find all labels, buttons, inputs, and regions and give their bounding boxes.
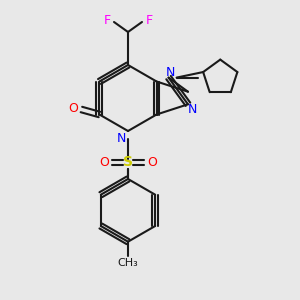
Text: F: F [103,14,111,26]
Text: N: N [166,66,175,79]
Text: O: O [99,155,109,169]
Text: N: N [116,131,126,145]
Text: F: F [146,14,153,26]
Text: S: S [123,155,133,169]
Text: N: N [187,103,197,116]
Text: CH₃: CH₃ [118,258,138,268]
Text: O: O [147,155,157,169]
Text: O: O [68,102,78,115]
